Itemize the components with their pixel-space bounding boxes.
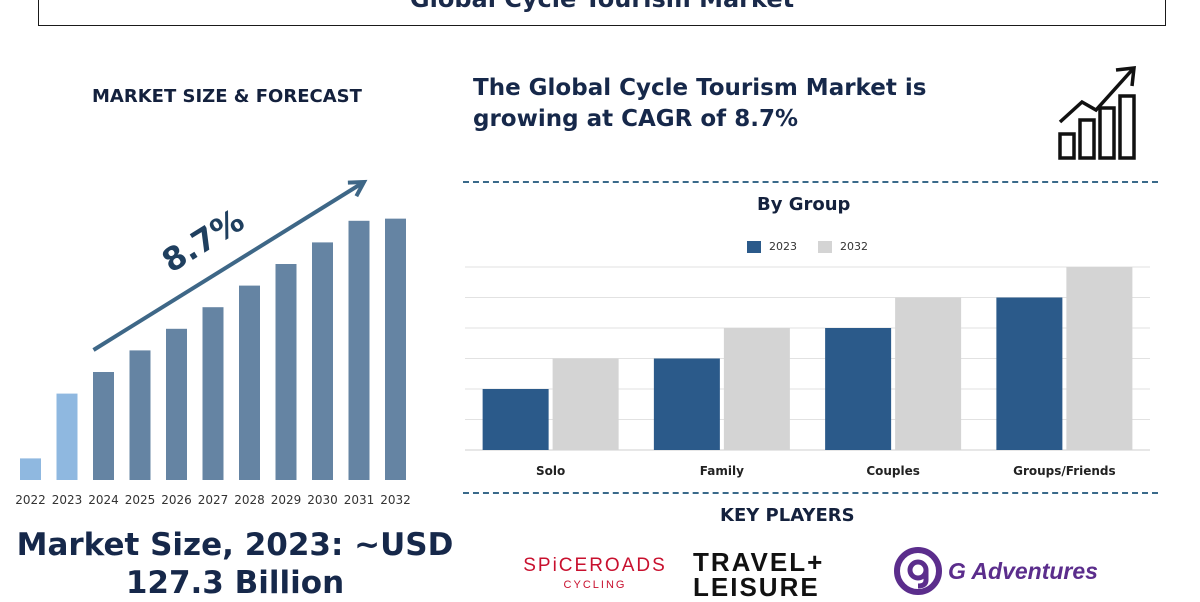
by-group-title: By Group	[757, 194, 851, 215]
legend-label-2032: 2032	[840, 240, 868, 253]
forecast-bar-2023	[56, 393, 78, 480]
spiceroads-name: SPiCEROADS	[523, 555, 667, 576]
travel-leisure-logo: TRAVEL+ LEISURE	[693, 547, 863, 602]
key-players-heading: KEY PLAYERS	[720, 505, 855, 526]
headline-line2: growing at CAGR of 8.7%	[473, 106, 798, 132]
forecast-bar-2031	[348, 220, 370, 481]
legend-swatch-2032	[818, 240, 832, 253]
growth-bar-chart-icon	[1058, 66, 1136, 160]
forecast-tick-2022: 2022	[15, 493, 46, 507]
spiceroads-sub: CYCLING	[563, 579, 627, 591]
forecast-bar-2028	[239, 285, 260, 480]
forecast-bar-2032	[385, 218, 406, 480]
forecast-bar-2026	[166, 328, 187, 480]
cagr-annotation: 8.7%	[155, 201, 250, 280]
divider-bottom	[463, 492, 1158, 494]
g-adventures-logo: G Adventures	[893, 546, 1133, 596]
g-adventures-icon	[894, 547, 942, 595]
group-bar-groups-friends-2023	[996, 297, 1063, 450]
legend-item-2032: 2032	[818, 240, 868, 253]
forecast-tick-2027: 2027	[198, 493, 229, 507]
forecast-bar-2022	[20, 458, 41, 480]
forecast-bar-2030	[312, 242, 333, 480]
title-box: Global Cycle Tourism Market	[38, 0, 1166, 26]
g-adventures-name: G Adventures	[948, 558, 1098, 584]
page-title: Global Cycle Tourism Market	[39, 0, 1165, 11]
legend-label-2023: 2023	[769, 240, 797, 253]
group-bar-solo-2023	[482, 389, 549, 450]
forecast-bar-2027	[202, 307, 224, 480]
group-bar-groups-friends-2032	[1066, 267, 1133, 450]
group-tick-groups-friends: Groups/Friends	[1013, 464, 1116, 478]
forecast-tick-2024: 2024	[88, 493, 119, 507]
legend-swatch-2023	[747, 240, 761, 253]
divider-top	[463, 181, 1158, 183]
group-bar-family-2023	[653, 358, 720, 450]
travel-leisure-line2: LEISURE	[693, 572, 820, 602]
forecast-tick-2030: 2030	[307, 493, 338, 507]
group-tick-couples: Couples	[866, 464, 920, 478]
legend-item-2023: 2023	[747, 240, 797, 253]
forecast-tick-2032: 2032	[380, 493, 411, 507]
group-bar-couples-2032	[895, 297, 962, 450]
market-size-forecast-heading: MARKET SIZE & FORECAST	[92, 86, 362, 107]
travel-leisure-line1: TRAVEL+	[693, 547, 825, 577]
group-bar-family-2032	[723, 328, 790, 450]
forecast-tick-2026: 2026	[161, 493, 192, 507]
cagr-headline: The Global Cycle Tourism Market is growi…	[473, 73, 1033, 135]
headline-line1: The Global Cycle Tourism Market is	[473, 75, 927, 101]
group-bar-solo-2032	[552, 358, 619, 450]
group-tick-solo: Solo	[536, 464, 565, 478]
market-size-line1: Market Size, 2023: ~USD	[16, 527, 454, 563]
group-bar-couples-2023	[825, 328, 892, 450]
spiceroads-logo: SPiCEROADS CYCLING	[515, 556, 675, 592]
market-size-line2: 127.3 Billion	[125, 565, 345, 601]
forecast-bar-2029	[275, 264, 297, 480]
trend-arrow-head	[347, 179, 368, 198]
forecast-bar-2024	[93, 372, 114, 480]
forecast-tick-2023: 2023	[52, 493, 83, 507]
forecast-tick-2028: 2028	[234, 493, 265, 507]
group-chart: Solo Family Couples Groups/Friends	[465, 266, 1150, 478]
forecast-tick-2029: 2029	[271, 493, 302, 507]
group-tick-family: Family	[700, 464, 744, 478]
forecast-tick-2031: 2031	[344, 493, 375, 507]
forecast-tick-2025: 2025	[125, 493, 156, 507]
trend-arrow-line	[92, 180, 366, 352]
market-size-text: Market Size, 2023: ~USD 127.3 Billion	[0, 526, 470, 602]
forecast-chart: 2022 2023 2024 2025 2026 2027 2028 2029 2030 2031…	[15, 179, 411, 507]
forecast-bar-2025	[129, 350, 151, 480]
